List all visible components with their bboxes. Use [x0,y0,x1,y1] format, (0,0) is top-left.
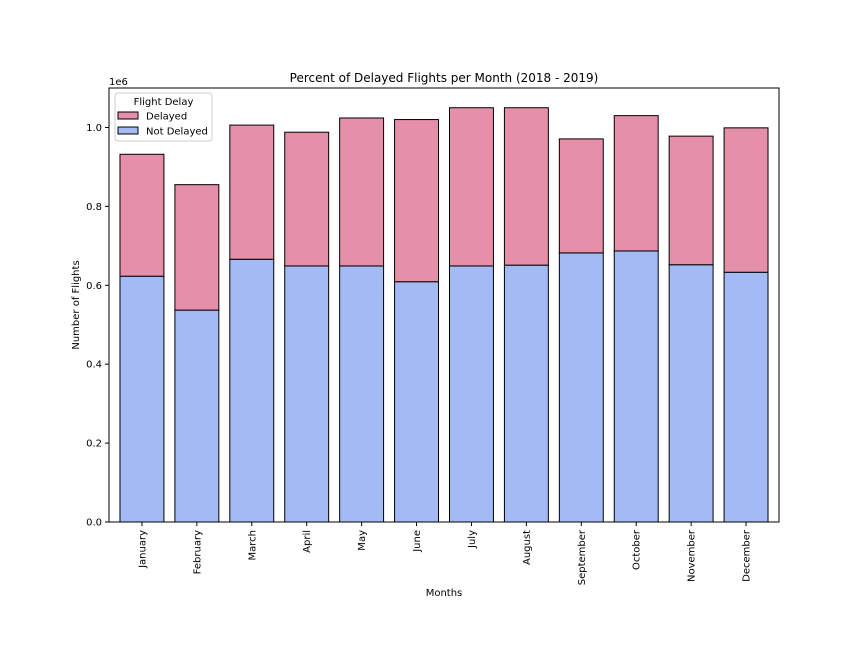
bar-delayed-august [503,107,549,266]
bar-delayed-january [119,153,165,277]
y-tick-label: 0.2 [86,439,102,450]
plot-frame [108,87,780,523]
bar-delayed-november [668,135,714,266]
y-tick-label: 0.8 [86,202,102,213]
bar-delayed-april [284,131,330,267]
y-axis-offset-text: 1e6 [109,77,128,88]
bar-delayed-march [229,124,275,260]
legend-swatch-not-delayed [117,126,139,135]
legend: Flight Delay Delayed Not Delayed [114,92,213,142]
x-tick-label-february: February [192,530,203,574]
legend-swatch-delayed [117,111,139,120]
bar-delayed-june [394,119,440,283]
x-axis-label: Months [426,588,463,599]
bar-not-delayed-august [503,264,549,523]
x-tick-label-may: May [357,530,368,551]
x-tick-label-november: November [687,529,698,582]
x-tick-label-july: July [467,530,478,549]
x-tick-label-august: August [522,530,533,565]
bar-delayed-september [558,138,604,254]
legend-label-delayed: Delayed [146,112,187,123]
y-tick-label: 0.6 [86,281,102,292]
x-tick-label-january: January [137,530,148,569]
x-tick-label-march: March [247,530,258,560]
y-axis-label: Number of Flights [71,260,82,349]
bar-delayed-may [339,117,385,267]
x-axis: January February March April May June July Augu… [137,522,753,585]
bar-not-delayed-november [668,264,714,523]
bar-not-delayed-july [448,265,494,523]
bar-delayed-october [613,115,659,252]
legend-box [114,92,213,142]
bar-not-delayed-september [558,252,604,523]
x-tick-label-december: December [742,529,753,582]
bar-not-delayed-december [723,271,769,523]
bar-not-delayed-june [394,281,440,523]
y-axis: 0.0 0.2 0.4 0.6 0.8 1.0 [86,123,109,529]
chart-title: Percent of Delayed Flights per Month (20… [290,71,599,85]
bar-not-delayed-january [119,275,165,523]
x-tick-label-april: April [302,530,313,553]
bar-delayed-february [174,184,220,311]
x-tick-label-june: June [412,530,423,553]
y-tick-label: 0.0 [86,518,102,529]
x-tick-label-september: September [577,529,588,585]
x-tick-label-october: October [632,529,643,570]
bar-not-delayed-april [284,265,330,523]
y-tick-label: 0.4 [86,360,102,371]
legend-label-not-delayed: Not Delayed [146,127,208,138]
bar-not-delayed-february [174,309,220,523]
bar-delayed-december [723,127,769,273]
legend-title: Flight Delay [134,97,194,108]
bar-not-delayed-october [613,250,659,523]
bar-not-delayed-march [229,258,275,523]
bar-not-delayed-may [339,265,385,523]
bars-group [119,107,769,523]
y-tick-label: 1.0 [86,123,102,134]
bar-delayed-july [448,107,494,267]
